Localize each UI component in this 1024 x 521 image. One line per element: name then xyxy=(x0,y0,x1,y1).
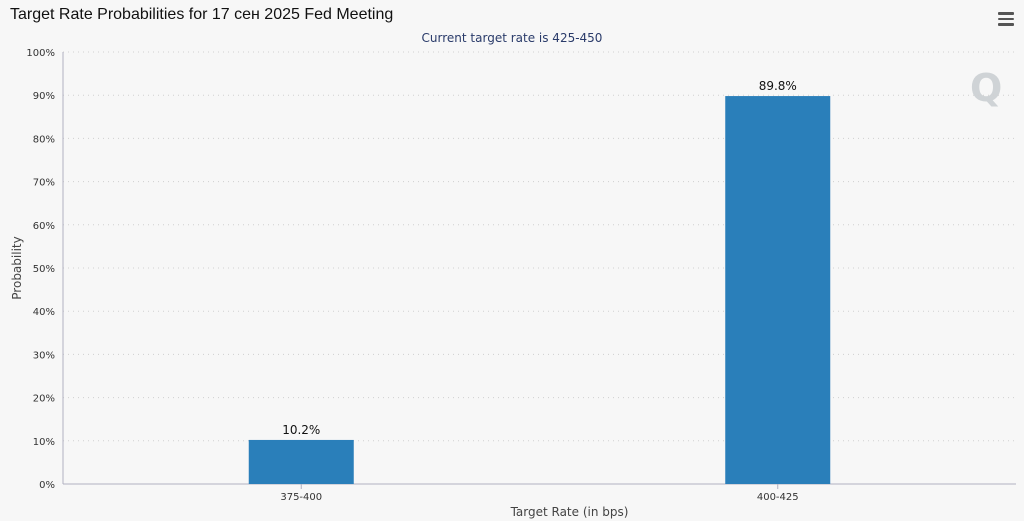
y-tick-label: 60% xyxy=(33,221,55,232)
chart-subtitle: Current target rate is 425-450 xyxy=(421,31,603,45)
x-tick-label: 375-400 xyxy=(280,492,322,503)
y-tick-label: 0% xyxy=(39,480,55,491)
y-tick-label: 80% xyxy=(33,134,55,145)
y-tick-label: 70% xyxy=(33,178,55,189)
y-tick-label: 40% xyxy=(33,307,55,318)
x-axis-title: Target Rate (in bps) xyxy=(510,505,629,519)
y-axis-title: Probability xyxy=(10,236,24,299)
chart-title: Target Rate Probabilities for 17 сен 202… xyxy=(10,6,394,23)
bar xyxy=(725,96,831,485)
data-label: 10.2% xyxy=(282,423,320,437)
y-tick-label: 20% xyxy=(33,394,55,405)
watermark-logo: Q xyxy=(970,66,1003,110)
y-tick-label: 90% xyxy=(33,91,55,102)
y-tick-label: 100% xyxy=(26,48,55,59)
bar xyxy=(248,439,354,484)
y-tick-label: 10% xyxy=(33,437,55,448)
x-tick-label: 400-425 xyxy=(757,492,799,503)
hamburger-icon xyxy=(998,12,1014,15)
data-label: 89.8% xyxy=(759,79,797,93)
chart-menu-button[interactable] xyxy=(998,12,1014,26)
y-tick-label: 30% xyxy=(33,350,55,361)
y-tick-label: 50% xyxy=(33,264,55,275)
